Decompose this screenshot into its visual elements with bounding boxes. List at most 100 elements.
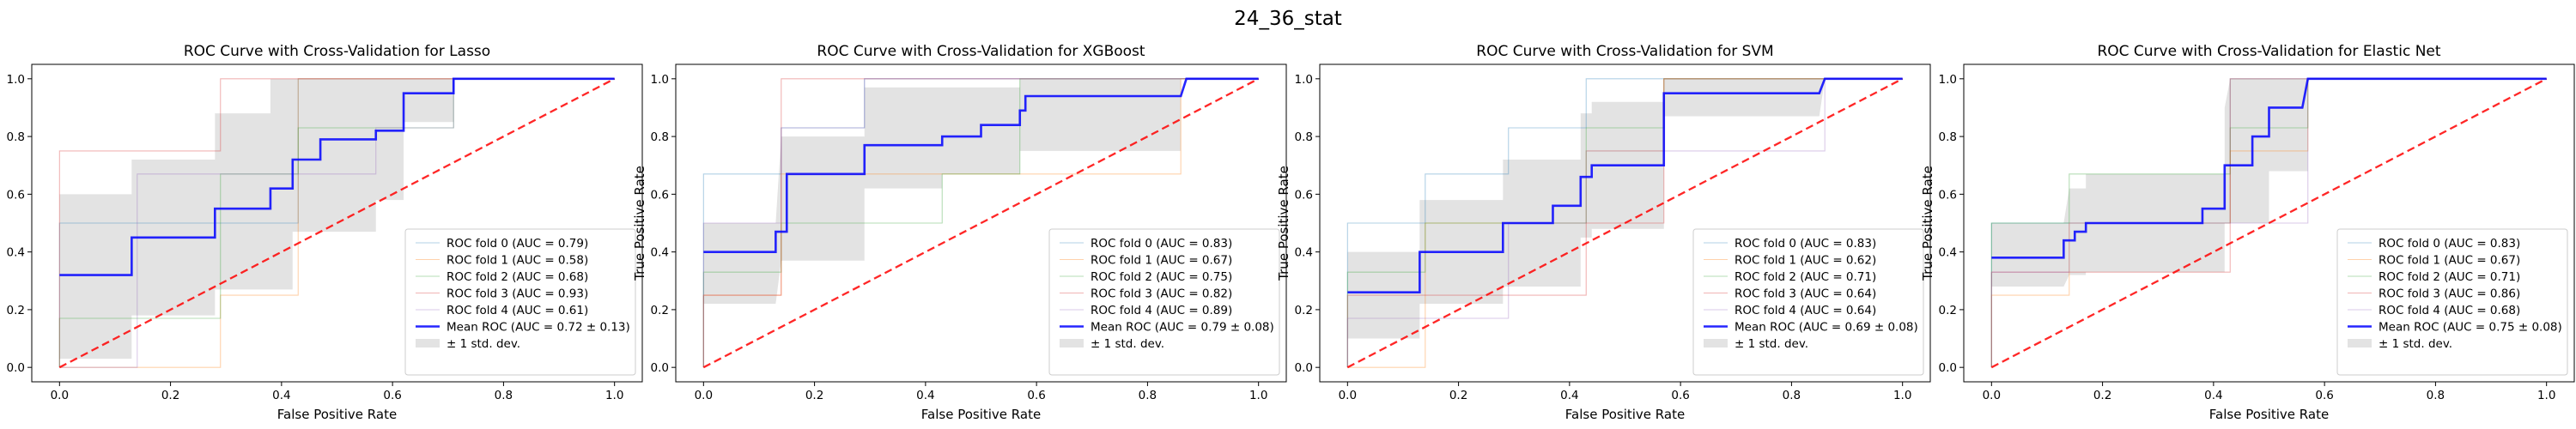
legend-fold-0-label: ROC fold 0 (AUC = 0.83) — [1091, 237, 1232, 251]
mean-roc-line — [1347, 77, 1903, 294]
x-tick-label: 0.0 — [1983, 389, 2001, 402]
roc-fold-1-line — [59, 78, 615, 368]
roc-panel-1: 0.0 0.2 0.4 0.6 0.8 1.0 0.0 0.2 0.4 0.6 0.8 1.0 ROC … — [632, 43, 1287, 422]
y-tick-label: 0.4 — [1295, 246, 1313, 260]
legend: ROC fold 0 (AUC = 0.83) ROC fold 1 (AUC =… — [1692, 228, 1924, 376]
axes-frame — [675, 63, 1287, 383]
mean-roc-line — [1991, 77, 2547, 259]
x-tick-label: 0.6 — [2315, 389, 2333, 402]
legend-band-label: ± 1 std. dev. — [1735, 337, 1808, 351]
legend-fold-3-label: ROC fold 3 (AUC = 0.86) — [2379, 287, 2520, 301]
legend-band-label: ± 1 std. dev. — [447, 337, 520, 351]
x-axis-label: False Positive Rate — [2209, 407, 2329, 422]
mean-roc-line — [703, 77, 1259, 253]
y-tick-label: 0.4 — [651, 246, 669, 260]
roc-fold-2-line — [1990, 78, 2547, 368]
x-tick-label: 0.2 — [161, 389, 179, 402]
legend-fold-4-label: ROC fold 4 (AUC = 0.61) — [447, 304, 588, 317]
roc-fold-0-line — [58, 78, 615, 368]
x-tick-label: 0.6 — [1671, 389, 1689, 402]
chance-line — [1346, 77, 1904, 369]
legend-band-swatch — [2348, 339, 2372, 347]
panel-title: ROC Curve with Cross-Validation for SVM — [1476, 43, 1773, 60]
y-tick-label: 1.0 — [1295, 73, 1313, 87]
axes-frame — [1319, 63, 1931, 383]
chance-line — [58, 77, 616, 369]
roc-fold-1-line — [1347, 78, 1903, 368]
std-dev-band — [1991, 78, 2547, 287]
y-tick-label: 0.4 — [1939, 246, 1957, 260]
y-tick-label: 0.2 — [651, 304, 669, 317]
x-tick-label: 0.8 — [1783, 389, 1801, 402]
y-tick-label: 0.0 — [1295, 361, 1313, 375]
legend-fold-1-label: ROC fold 1 (AUC = 0.67) — [2379, 254, 2520, 268]
x-tick-label: 0.8 — [2427, 389, 2445, 402]
roc-fold-0-line — [702, 78, 1259, 368]
legend: ROC fold 0 (AUC = 0.83) ROC fold 1 (AUC =… — [1048, 228, 1280, 376]
axes-frame — [31, 63, 643, 383]
y-axis-label: True Positive Rate — [1920, 166, 1935, 281]
roc-fold-3-line — [1346, 78, 1903, 368]
x-tick-label: 1.0 — [605, 389, 623, 402]
y-tick-label: 0.0 — [1939, 361, 1957, 375]
y-tick-label: 0.2 — [7, 304, 25, 317]
legend-fold-1-label: ROC fold 1 (AUC = 0.67) — [1091, 254, 1232, 268]
x-tick-label: 0.0 — [51, 389, 69, 402]
legend-mean-label: Mean ROC (AUC = 0.75 ± 0.08) — [2379, 321, 2562, 335]
x-tick-label: 0.6 — [1027, 389, 1045, 402]
y-tick-label: 0.6 — [7, 188, 25, 202]
legend-box — [2336, 228, 2568, 376]
y-tick-label: 0.8 — [1939, 130, 1957, 144]
legend-fold-4-label: ROC fold 4 (AUC = 0.64) — [1735, 304, 1876, 317]
roc-fold-3-line — [58, 78, 615, 368]
legend-fold-1-label: ROC fold 1 (AUC = 0.62) — [1735, 254, 1876, 268]
y-tick-label: 0.6 — [1939, 188, 1957, 202]
panel-title: ROC Curve with Cross-Validation for XGBo… — [817, 43, 1145, 60]
std-dev-band — [1347, 78, 1903, 339]
roc-fold-3-line — [702, 78, 1259, 368]
x-axis-label: False Positive Rate — [921, 407, 1041, 422]
legend-box — [1692, 228, 1924, 376]
chance-line — [1990, 77, 2548, 369]
roc-panel-3: 0.0 0.2 0.4 0.6 0.8 1.0 0.0 0.2 0.4 0.6 0.8 1.0 ROC … — [1920, 43, 2575, 422]
panels-container: 0.0 0.2 0.4 0.6 0.8 1.0 0.0 0.2 0.4 0.6 0.8 1.0 ROC … — [0, 43, 2575, 422]
roc-fold-0-line — [1346, 78, 1903, 368]
y-tick-label: 0.6 — [1295, 188, 1313, 202]
legend-fold-0-label: ROC fold 0 (AUC = 0.83) — [1735, 237, 1876, 251]
roc-panel-2: 0.0 0.2 0.4 0.6 0.8 1.0 0.0 0.2 0.4 0.6 0.8 1.0 ROC … — [1276, 43, 1931, 422]
legend-fold-2-label: ROC fold 2 (AUC = 0.75) — [1091, 270, 1232, 284]
legend-fold-2-label: ROC fold 2 (AUC = 0.71) — [2379, 270, 2520, 284]
roc-fold-4-line — [1346, 78, 1903, 368]
x-tick-label: 0.2 — [2093, 389, 2111, 402]
legend-box — [404, 228, 636, 376]
axes-frame — [1963, 63, 2575, 383]
legend-band-label: ± 1 std. dev. — [1091, 337, 1164, 351]
x-tick-label: 0.8 — [1139, 389, 1157, 402]
y-axis-label: True Positive Rate — [1276, 166, 1291, 281]
legend: ROC fold 0 (AUC = 0.79) ROC fold 1 (AUC =… — [404, 228, 636, 376]
x-tick-label: 0.6 — [383, 389, 401, 402]
x-tick-label: 0.2 — [1449, 389, 1467, 402]
panel-title: ROC Curve with Cross-Validation for Elas… — [2097, 43, 2440, 60]
legend-mean-label: Mean ROC (AUC = 0.69 ± 0.08) — [1735, 321, 1918, 335]
legend-mean-label: Mean ROC (AUC = 0.79 ± 0.08) — [1091, 321, 1274, 335]
legend-box — [1048, 228, 1280, 376]
y-tick-label: 1.0 — [7, 73, 25, 87]
x-tick-label: 1.0 — [1893, 389, 1911, 402]
legend-fold-3-label: ROC fold 3 (AUC = 0.82) — [1091, 287, 1232, 301]
y-axis-label: True Positive Rate — [0, 166, 3, 281]
std-dev-band — [703, 78, 1259, 305]
y-tick-label: 0.0 — [7, 361, 25, 375]
mean-roc-line — [59, 77, 615, 276]
y-axis-label: True Positive Rate — [632, 166, 647, 281]
y-tick-label: 1.0 — [1939, 73, 1957, 87]
legend-mean-label: Mean ROC (AUC = 0.72 ± 0.13) — [447, 321, 630, 335]
legend-fold-3-label: ROC fold 3 (AUC = 0.64) — [1735, 287, 1876, 301]
legend-fold-2-label: ROC fold 2 (AUC = 0.68) — [447, 270, 588, 284]
y-tick-label: 0.0 — [651, 361, 669, 375]
y-tick-label: 0.2 — [1939, 304, 1957, 317]
legend-band-swatch — [1060, 339, 1084, 347]
legend-fold-4-label: ROC fold 4 (AUC = 0.68) — [2379, 304, 2520, 317]
x-tick-label: 0.2 — [805, 389, 823, 402]
